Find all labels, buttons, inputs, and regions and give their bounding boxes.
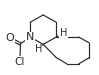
Text: N: N [26, 32, 34, 42]
Text: Cl: Cl [15, 56, 25, 67]
Text: O: O [5, 33, 14, 44]
Text: H: H [35, 44, 42, 54]
Text: H: H [60, 28, 67, 38]
